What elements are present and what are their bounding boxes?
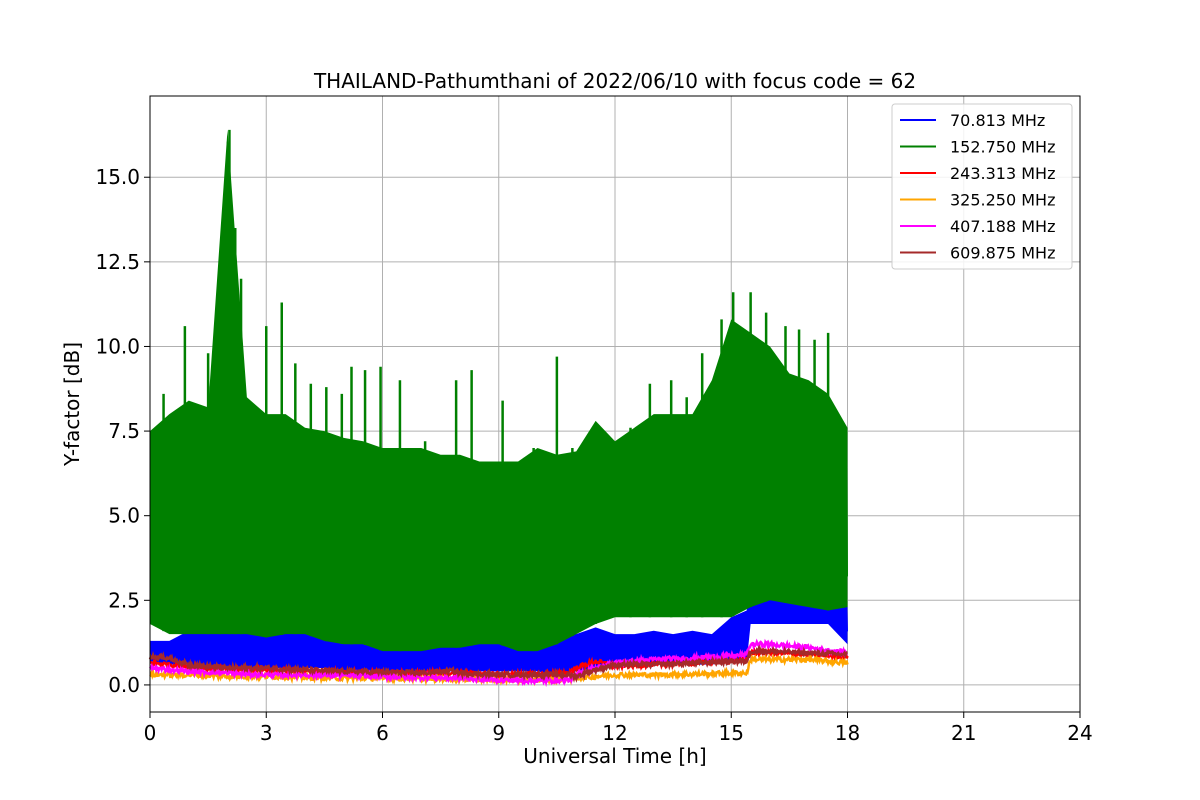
legend-entry: 407.188 MHz — [950, 217, 1055, 236]
x-tick-label: 6 — [376, 721, 389, 745]
y-axis-title: Y-factor [dB] — [60, 342, 84, 467]
series-609_875-mhz — [148, 644, 848, 683]
x-tick-label: 12 — [602, 721, 627, 745]
x-axis-title: Universal Time [h] — [523, 744, 706, 768]
x-tick-label: 0 — [144, 721, 157, 745]
series-407_188-mhz — [149, 638, 848, 688]
y-tick-label: 2.5 — [108, 588, 140, 612]
legend-entry: 325.250 MHz — [950, 191, 1055, 210]
legend-entry: 152.750 MHz — [950, 138, 1055, 157]
legend: 70.813 MHz 152.750 MHz 243.313 MHz 325.250 … — [891, 103, 1073, 270]
y-tick-label: 12.5 — [95, 250, 140, 274]
x-tick-label: 18 — [835, 721, 860, 745]
legend-box — [891, 103, 1073, 270]
chart-title: THAILAND-Pathumthani of 2022/06/10 with … — [313, 69, 916, 93]
legend-entry: 70.813 MHz — [950, 111, 1045, 130]
series-152_750-mhz — [149, 129, 848, 652]
x-tick-label: 3 — [260, 721, 273, 745]
y-tick-label: 7.5 — [108, 419, 140, 443]
series-line — [148, 644, 848, 683]
y-axis: 0.0 2.5 5.0 7.5 10.0 12.5 15.0 — [95, 165, 150, 697]
y-tick-label: 0.0 — [108, 673, 140, 697]
x-axis: 0 3 6 9 12 15 18 21 24 — [144, 712, 1093, 745]
y-tick-label: 10.0 — [95, 334, 140, 358]
y-tick-label: 15.0 — [95, 165, 140, 189]
x-tick-label: 15 — [719, 721, 744, 745]
y-tick-label: 5.0 — [108, 504, 140, 528]
series-line — [149, 638, 848, 688]
x-tick-label: 9 — [492, 721, 505, 745]
plot-area — [148, 129, 849, 688]
legend-entry: 609.875 MHz — [950, 244, 1055, 263]
x-tick-label: 21 — [951, 721, 976, 745]
legend-entry: 243.313 MHz — [950, 164, 1055, 183]
x-tick-label: 24 — [1067, 721, 1092, 745]
